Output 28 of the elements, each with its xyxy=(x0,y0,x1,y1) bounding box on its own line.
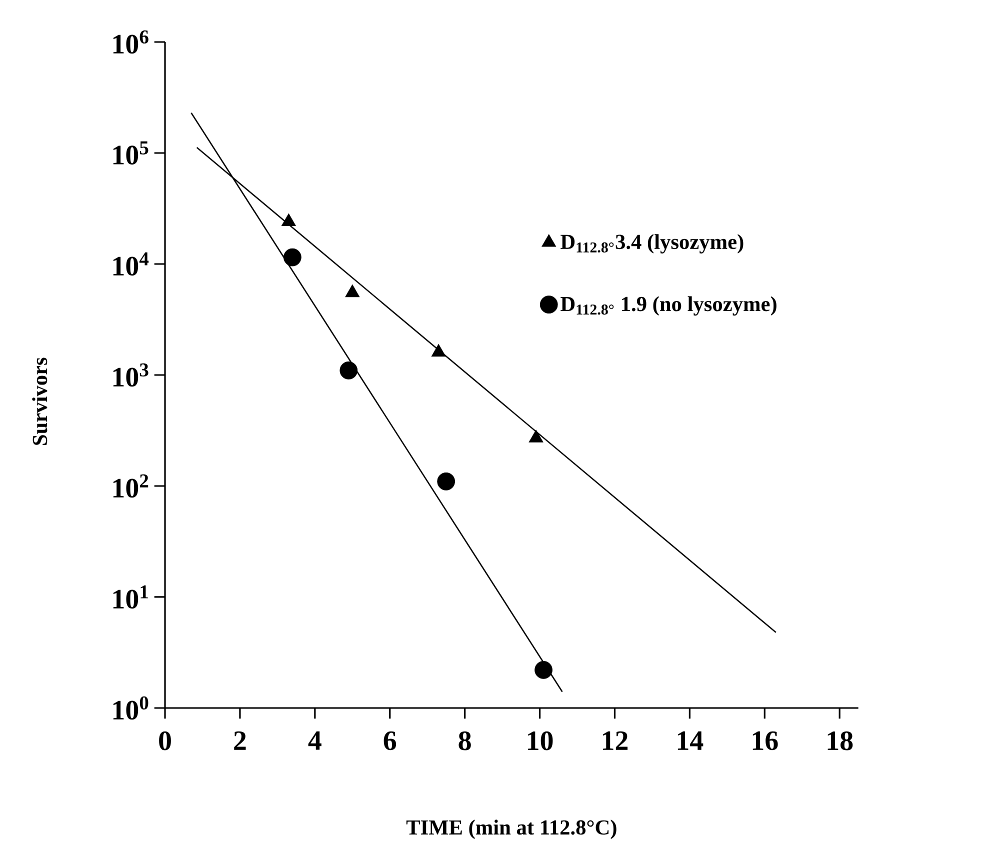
x-tick-label: 14 xyxy=(678,731,704,750)
point xyxy=(534,661,552,679)
x-tick-label: 6 xyxy=(384,731,396,750)
legend-label: D$_{112.8°}$ 1.9 (no lysozyme) xyxy=(560,296,776,316)
x-tick-label: 2 xyxy=(234,731,246,750)
y-axis-title: Survivors xyxy=(32,358,48,445)
y-tick-label: 10$^{6}$ xyxy=(113,30,148,54)
x-tick-label: 0 xyxy=(159,731,171,750)
x-tick-label: 16 xyxy=(752,731,778,750)
point xyxy=(437,472,456,490)
y-tick-label: 10$^{0}$ xyxy=(113,696,148,720)
x-tick-label: 18 xyxy=(828,731,853,750)
x-tick-label: 4 xyxy=(308,731,322,750)
y-tick-label: 10$^{5}$ xyxy=(113,141,148,165)
y-tick-label: 10$^{1}$ xyxy=(113,585,148,609)
point xyxy=(528,430,544,442)
x-tick-label: 12 xyxy=(602,731,628,750)
point xyxy=(340,361,358,380)
legend-label: D$_{112.8°}$3.4 (lysozyme) xyxy=(560,234,744,254)
y-tick-label: 10$^{2}$ xyxy=(113,474,148,498)
point xyxy=(431,344,446,357)
y-tick-label: 10$^{4}$ xyxy=(113,252,149,276)
x-tick-label: 10 xyxy=(528,731,553,750)
point xyxy=(281,214,296,226)
point xyxy=(345,284,360,298)
x-axis-title: TIME (min at 112.8°C) xyxy=(406,820,616,839)
x-tick-label: 8 xyxy=(458,731,471,750)
y-tick-label: 10$^{3}$ xyxy=(113,363,148,387)
